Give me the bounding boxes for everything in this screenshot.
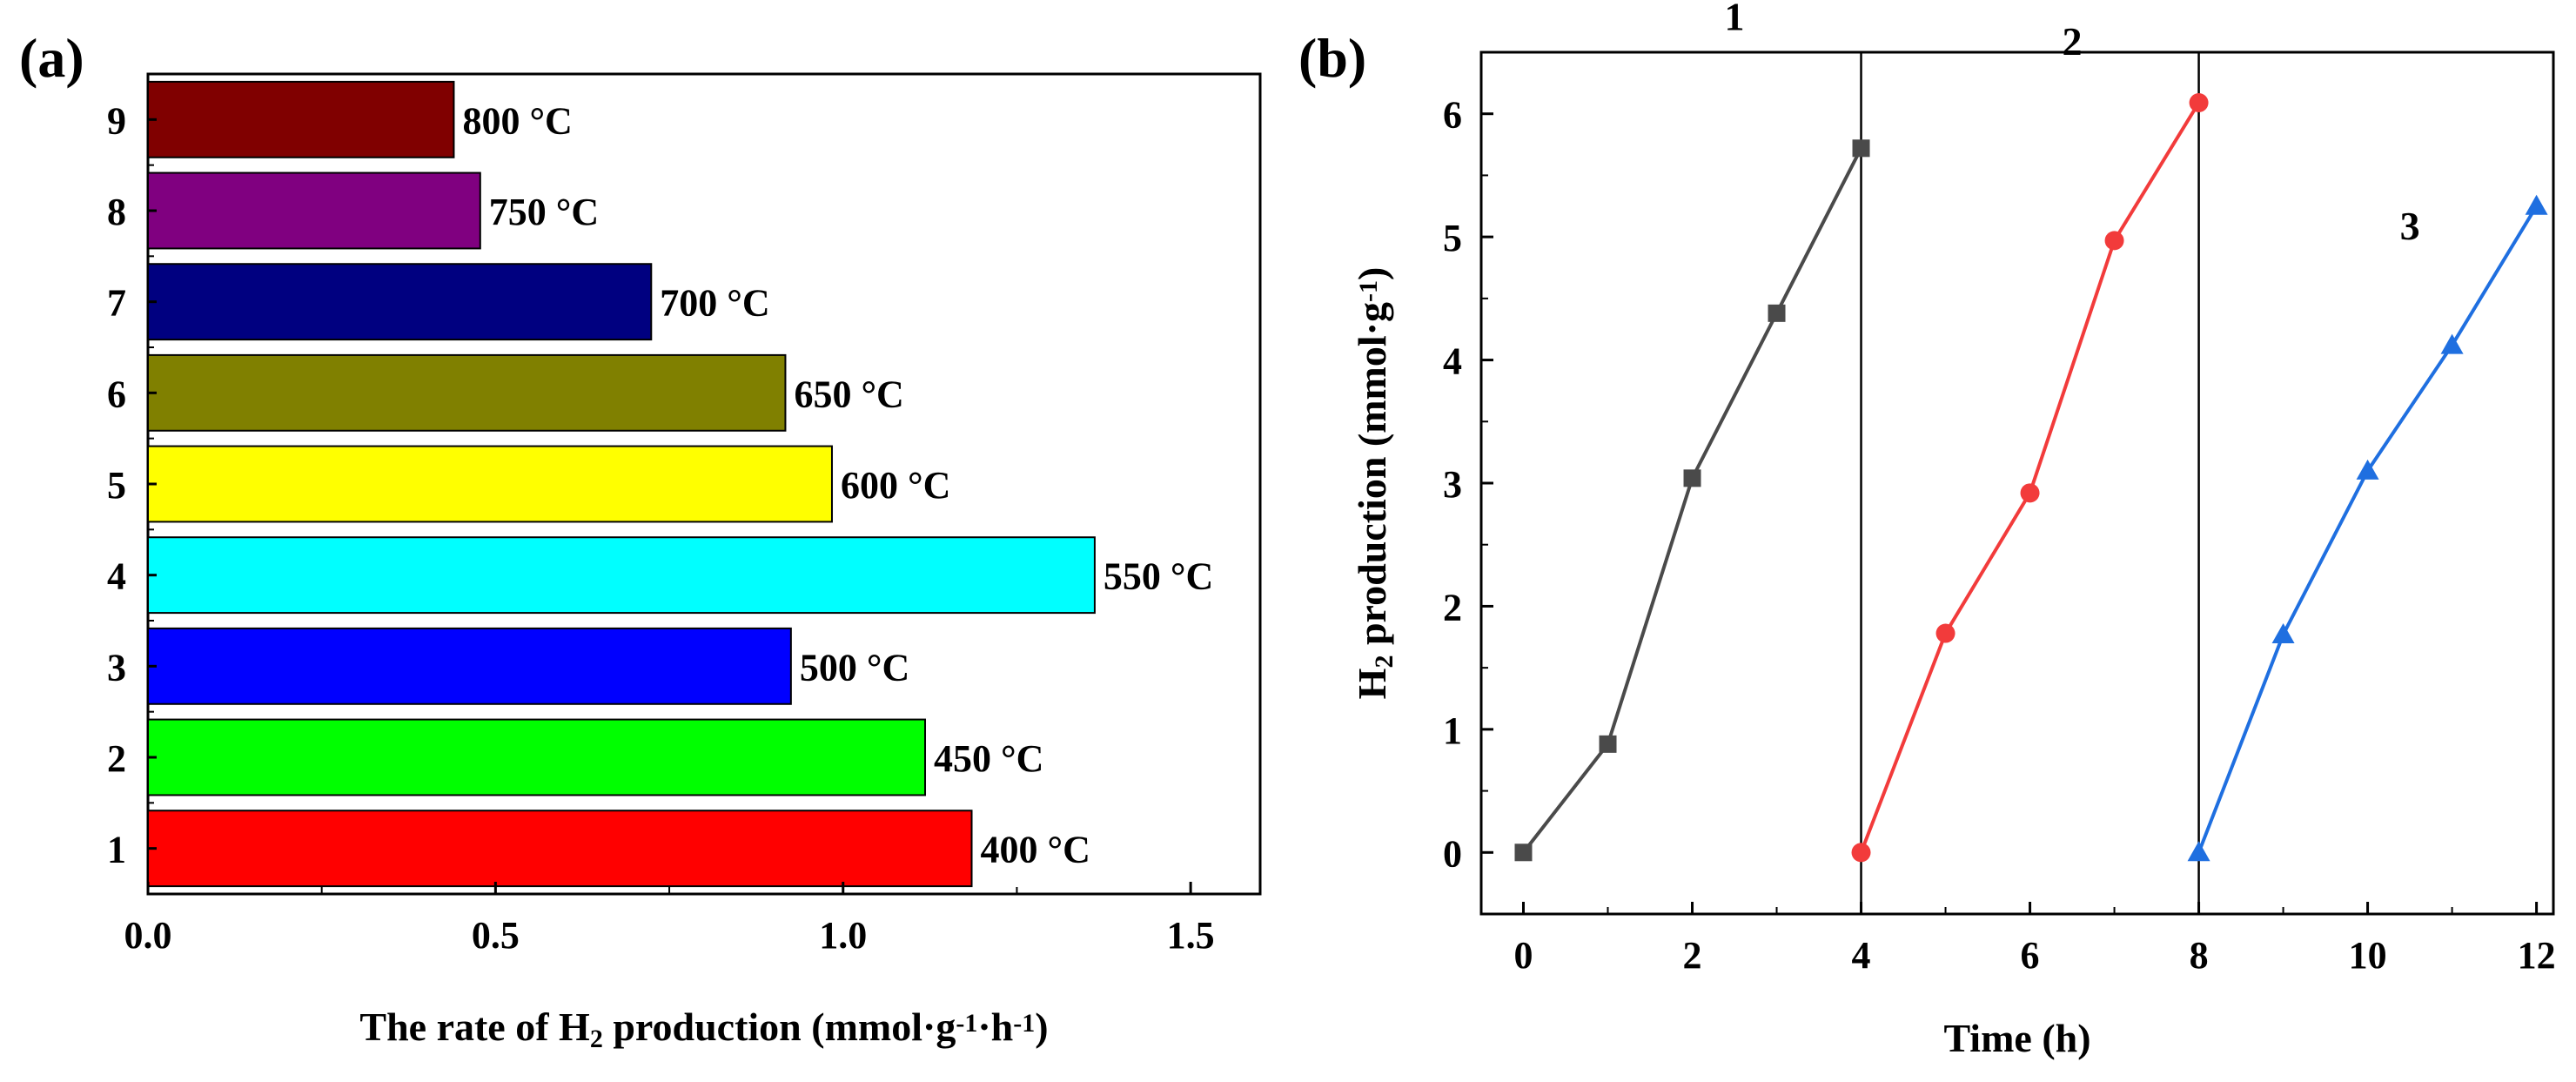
bar bbox=[147, 353, 787, 432]
panel-a: (a) 400 °C 450 °C 500 °C 550 °C 600 °C 650 °C… bbox=[19, 27, 1262, 1053]
data-point bbox=[2271, 622, 2295, 643]
bar-value-label: 500 °C bbox=[800, 646, 909, 689]
x-tick-label: 0.5 bbox=[472, 914, 520, 957]
x-tick-label: 1.0 bbox=[819, 914, 867, 957]
y-tick-label: 0 bbox=[1443, 832, 1462, 875]
series-label: 3 bbox=[2400, 204, 2420, 248]
data-point bbox=[1852, 139, 1870, 158]
data-point bbox=[1514, 843, 1533, 862]
panel-a-label: (a) bbox=[19, 27, 84, 89]
bar-value-label: 400 °C bbox=[981, 829, 1090, 871]
series-line bbox=[1521, 147, 1863, 854]
data-point bbox=[2104, 231, 2124, 251]
data-point bbox=[2440, 333, 2464, 354]
y-tick-label: 1 bbox=[1443, 709, 1462, 752]
x-tick-label: 4 bbox=[1852, 934, 1871, 977]
data-point bbox=[2189, 92, 2209, 112]
series-line bbox=[1859, 101, 2201, 854]
x-tick-label: 12 bbox=[2518, 934, 2556, 977]
panel-b-y-axis: 0 1 2 3 4 5 6 bbox=[1443, 94, 1493, 875]
x-tick-label: 0 bbox=[1514, 934, 1533, 977]
y-tick-label: 5 bbox=[1443, 217, 1462, 259]
y-tick-label: 4 bbox=[1443, 340, 1462, 383]
data-point bbox=[2187, 841, 2210, 862]
axis-title-part: 2 bbox=[1370, 655, 1399, 669]
y-tick-label: 6 bbox=[107, 373, 126, 415]
series-label: 2 bbox=[2063, 19, 2083, 64]
y-tick-label: 6 bbox=[1443, 94, 1462, 137]
data-point bbox=[1683, 469, 1701, 487]
x-tick-label: 2 bbox=[1683, 934, 1702, 977]
x-tick-label: 1.5 bbox=[1167, 914, 1215, 957]
data-point bbox=[1851, 843, 1871, 863]
bar bbox=[147, 718, 927, 796]
data-point bbox=[2356, 459, 2379, 480]
axis-title-part: The rate of H bbox=[359, 1005, 590, 1049]
panel-a-x-axis-title: The rate of H2 production (mmol·g-1·h-1) bbox=[359, 1005, 1048, 1053]
data-point bbox=[1768, 304, 1786, 322]
y-tick-label: 3 bbox=[1443, 463, 1462, 506]
x-tick-label: 8 bbox=[2190, 934, 2209, 977]
panel-a-x-axis: 0.0 0.5 1.0 1.5 bbox=[124, 882, 1215, 957]
y-tick-label: 3 bbox=[107, 646, 126, 689]
data-point bbox=[1935, 623, 1955, 643]
axis-title-part: ) bbox=[1035, 1005, 1048, 1049]
axis-title-part: ) bbox=[1350, 267, 1394, 280]
y-tick-label: 8 bbox=[107, 191, 126, 233]
y-tick-label: 2 bbox=[107, 737, 126, 780]
bar-value-label: 450 °C bbox=[934, 737, 1043, 780]
bar-value-label: 700 °C bbox=[660, 282, 769, 325]
bar-value-label: 600 °C bbox=[841, 464, 950, 507]
x-tick-label: 0.0 bbox=[124, 914, 172, 957]
y-tick-label: 2 bbox=[1443, 586, 1462, 628]
panel-b-series: 1 2 3 bbox=[1514, 0, 2548, 863]
bar bbox=[147, 536, 1096, 615]
axis-title-part: 2 bbox=[590, 1025, 603, 1053]
panel-b-plot-frame bbox=[1479, 50, 2555, 916]
axis-title-part: -1 bbox=[1354, 280, 1383, 302]
bar-value-label: 550 °C bbox=[1104, 555, 1213, 598]
bar-value-label: 800 °C bbox=[462, 99, 572, 142]
axis-title-part: production (mmol·g bbox=[603, 1005, 956, 1049]
series-label: 1 bbox=[1725, 0, 1745, 39]
bar bbox=[147, 80, 455, 158]
bar-value-label: 650 °C bbox=[794, 373, 903, 415]
x-tick-label: 10 bbox=[2349, 934, 2387, 977]
data-point bbox=[2525, 194, 2548, 215]
y-tick-label: 1 bbox=[107, 829, 126, 871]
bar-value-label: 750 °C bbox=[489, 191, 599, 233]
axis-title-part: production (mmol·g bbox=[1350, 302, 1394, 655]
axis-title-part: -1 bbox=[956, 1009, 977, 1038]
data-point bbox=[2020, 483, 2040, 503]
panel-b-divider-lines bbox=[1860, 52, 2200, 914]
data-point bbox=[1599, 735, 1617, 753]
y-tick-label: 9 bbox=[107, 99, 126, 142]
axis-title-part: H bbox=[1350, 668, 1394, 699]
y-tick-label: 7 bbox=[107, 282, 126, 325]
bar bbox=[147, 810, 973, 888]
x-tick-label: 6 bbox=[2021, 934, 2040, 977]
panel-a-y-axis: 1 2 3 4 5 6 7 8 9 bbox=[107, 73, 157, 895]
y-tick-label: 5 bbox=[107, 464, 126, 507]
bar bbox=[147, 627, 792, 705]
y-tick-label: 4 bbox=[107, 555, 126, 598]
panel-b-label: (b) bbox=[1298, 27, 1366, 89]
panel-a-bars: 400 °C 450 °C 500 °C 550 °C 600 °C 650 °C 700 … bbox=[147, 80, 1213, 888]
axis-title-part: ·h bbox=[977, 1005, 1013, 1049]
panel-b-y-axis-title: H2 production (mmol·g-1) bbox=[1350, 267, 1399, 700]
axis-title-part: -1 bbox=[1013, 1009, 1035, 1038]
bar bbox=[147, 171, 481, 250]
bar bbox=[147, 263, 653, 341]
series-line bbox=[2197, 205, 2539, 854]
panel-b-x-axis-title: Time (h) bbox=[1943, 1016, 2090, 1060]
panel-b-x-axis: 0 2 4 6 8 10 12 bbox=[1514, 902, 2556, 977]
bar bbox=[147, 445, 833, 523]
